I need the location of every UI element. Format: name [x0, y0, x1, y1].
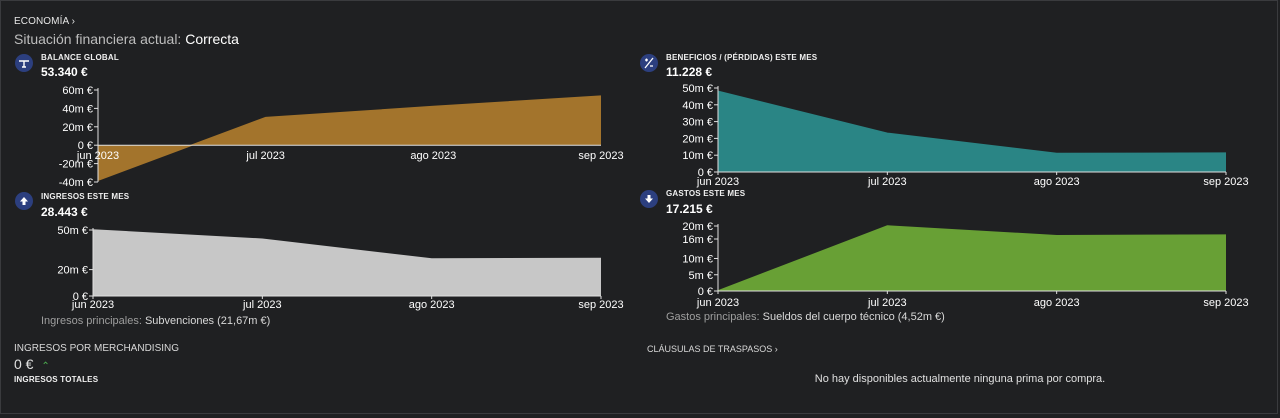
y-tick-label: 50m €: [57, 225, 88, 237]
benefits-chart: 50m € 40m € 30m € 20m € 10m € 0 €jun 2023 jul …: [682, 83, 1248, 188]
benefits-title: BENEFICIOS / (PÉRDIDAS) ESTE MES: [666, 53, 818, 62]
balance-chart: 60m € 40m € 20m € 0 € -20m € -40m € jun 2023 ju…: [59, 85, 624, 189]
chart-line: [717, 90, 1227, 155]
x-tick-label: jun 2023: [696, 176, 739, 188]
y-tick-label: 10m €: [682, 150, 713, 162]
income-main-sources: Ingresos principales: Subvenciones (21,6…: [41, 315, 270, 327]
merch-value-row: 0 € ⌃: [14, 356, 50, 372]
y-tick-label: 20m €: [62, 122, 93, 134]
balance-title: BALANCE GLOBAL: [41, 53, 119, 62]
income-footer-label: Ingresos principales:: [41, 315, 142, 327]
y-tick-label: 60m €: [62, 85, 93, 97]
chart-area: [98, 96, 601, 181]
chevron-right-icon: ›: [71, 16, 76, 27]
x-tick-label: sep 2023: [1203, 176, 1248, 188]
x-tick-label: sep 2023: [1203, 297, 1248, 309]
income-chart: 50m € 20m € 0 €jun 2023 jul 2023 ago 2023 sep…: [57, 225, 623, 311]
x-tick-label: sep 2023: [578, 150, 623, 162]
x-tick-label: ago 2023: [409, 299, 455, 311]
arrow-down-icon: [640, 190, 658, 208]
chevron-right-icon: ›: [774, 344, 778, 354]
y-tick-label: 0 €: [698, 286, 713, 298]
expenses-footer-label: Gastos principales:: [666, 311, 760, 323]
expenses-value: 17.215 €: [666, 202, 713, 216]
y-tick-label: -40m €: [59, 177, 93, 189]
y-tick-label: -20m €: [59, 159, 93, 171]
y-tick-label: 20m €: [682, 221, 713, 233]
breadcrumb[interactable]: ECONOMÍA ›: [14, 16, 75, 27]
y-tick-label: 30m €: [682, 117, 713, 129]
balance-value: 53.340 €: [41, 65, 88, 79]
chart-line: [717, 225, 1227, 292]
y-tick-label: 20m €: [57, 265, 88, 277]
breadcrumb-label: ECONOMÍA: [14, 16, 69, 27]
financial-status: Situación financiera actual: Correcta: [14, 31, 239, 47]
y-tick-label: 40m €: [62, 103, 93, 115]
y-tick-label: 0 €: [78, 140, 93, 152]
y-tick-label: 0 €: [73, 291, 88, 303]
merch-title: INGRESOS POR MERCHANDISING: [14, 343, 180, 354]
x-tick-label: ago 2023: [410, 150, 456, 162]
transfer-clauses-link[interactable]: CLÁUSULAS DE TRASPASOS ›: [647, 344, 778, 354]
transfer-empty-message: No hay disponibles actualmente ninguna p…: [814, 373, 1106, 385]
chart-line: [97, 95, 602, 181]
arrow-up-icon: [15, 192, 33, 210]
x-tick-label: jul 2023: [242, 299, 282, 311]
benefits-value: 11.228 €: [666, 65, 713, 79]
expenses-main-items: Gastos principales: Sueldos del cuerpo t…: [666, 311, 945, 323]
income-footer-value: Subvenciones (21,67m €): [144, 315, 271, 327]
x-tick-label: jul 2023: [867, 297, 907, 309]
x-tick-label: ago 2023: [1034, 297, 1080, 309]
x-tick-label: jul 2023: [245, 150, 285, 162]
x-tick-label: jun 2023: [76, 150, 119, 162]
y-tick-label: 20m €: [682, 133, 713, 145]
y-tick-label: 10m €: [682, 254, 713, 266]
income-value: 28.443 €: [41, 205, 88, 219]
x-tick-label: sep 2023: [578, 299, 623, 311]
y-tick-label: 40m €: [682, 100, 713, 112]
x-tick-label: jul 2023: [867, 176, 907, 188]
x-tick-label: jun 2023: [71, 299, 114, 311]
y-tick-label: 50m €: [682, 83, 713, 95]
expenses-footer-value: Sueldos del cuerpo técnico (4,52m €): [762, 311, 945, 323]
chevron-up-icon: ⌃: [41, 361, 50, 372]
y-tick-label: 16m €: [682, 234, 713, 246]
income-title: INGRESOS ESTE MES: [41, 192, 130, 201]
y-tick-label: 5m €: [689, 270, 713, 282]
scale-icon: [15, 54, 33, 72]
total-income-label: INGRESOS TOTALES: [14, 375, 99, 384]
x-tick-label: ago 2023: [1034, 176, 1080, 188]
expenses-chart: 20m €16m € 10m € 5m € 0 €jun 2023 jul 2023 ag…: [682, 221, 1248, 309]
transfer-clauses-title: CLÁUSULAS DE TRASPASOS: [647, 344, 773, 354]
chart-line: [92, 229, 602, 260]
merch-value: 0 €: [14, 356, 34, 372]
status-value: Correcta: [185, 31, 239, 47]
chart-area: [718, 91, 1226, 172]
x-tick-label: jun 2023: [696, 297, 739, 309]
status-label: Situación financiera actual:: [14, 31, 182, 47]
expenses-title: GASTOS ESTE MES: [666, 189, 746, 198]
plus-minus-icon: [640, 54, 658, 72]
chart-area: [93, 230, 601, 296]
y-tick-label: 0 €: [698, 167, 713, 179]
